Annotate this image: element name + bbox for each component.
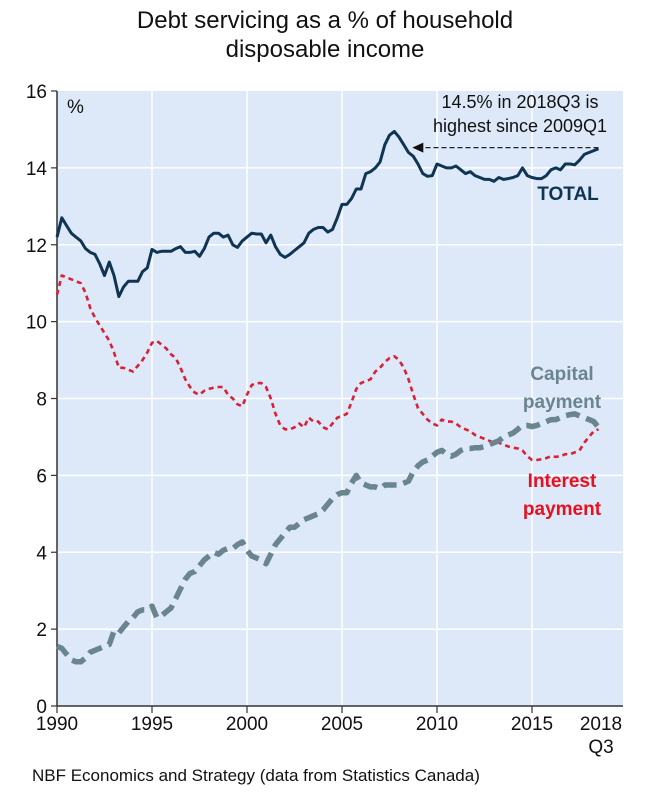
series-label-capital-payment: Capital	[530, 364, 593, 385]
x-tick-label: 1990	[36, 714, 78, 735]
series-lines	[55, 129, 601, 665]
x-tick-label: 2000	[226, 714, 268, 735]
series-label-capital-payment: payment	[523, 392, 602, 413]
y-tick-label: 16	[26, 82, 47, 103]
y-tick-label: 4	[36, 543, 47, 564]
y-tick-label: 6	[36, 466, 47, 487]
annotation: 14.5% in 2018Q3 is highest since 2009Q1	[412, 92, 607, 153]
series-labels: TOTAL Capital payment Interest payment	[523, 184, 602, 520]
series-label-interest-payment: payment	[523, 499, 602, 520]
annotation-text-line-1: 14.5% in 2018Q3 is	[441, 92, 598, 112]
chart-title-line-1: Debt servicing as a % of household	[136, 7, 514, 34]
series-label-total: TOTAL	[537, 184, 599, 205]
y-axis-ticks: 0 2 4 6 8 10 12 14 16	[26, 82, 57, 718]
x-tick-label: 2005	[321, 714, 363, 735]
series-line-capital-payment	[55, 411, 601, 665]
series-line-interest-payment	[55, 274, 599, 462]
arrow-head-icon	[412, 142, 424, 153]
y-tick-label: 12	[26, 236, 47, 257]
chart-title: Debt servicing as a % of household dispo…	[0, 6, 650, 64]
annotation-text-line-2: highest since 2009Q1	[433, 116, 607, 136]
y-tick-label: 8	[36, 390, 47, 411]
series-line-total	[55, 129, 600, 299]
source-footer: NBF Economics and Strategy (data from St…	[32, 766, 480, 785]
y-tick-label: 2	[36, 620, 47, 641]
y-tick-label: 10	[26, 313, 47, 334]
y-tick-label: 14	[26, 159, 48, 180]
y-axis-unit-label: %	[67, 97, 84, 118]
series-label-interest-payment: Interest	[528, 471, 597, 492]
y-tick-label: 0	[36, 697, 47, 718]
x-tick-label: 1995	[131, 714, 173, 735]
line-chart: 0 2 4 6 8 10 12 14 16 1990 1995 2000 2005 2010 2015 20…	[26, 82, 623, 758]
x-last-label-year: 2018	[580, 714, 622, 735]
x-tick-label: 2015	[511, 714, 553, 735]
x-tick-label: 2010	[416, 714, 458, 735]
x-last-label-quarter: Q3	[588, 737, 613, 758]
chart-title-line-2: disposable income	[225, 36, 425, 63]
gridlines	[57, 91, 623, 706]
x-axis-ticks: 1990 1995 2000 2005 2010 2015 2018Q3	[36, 706, 622, 758]
